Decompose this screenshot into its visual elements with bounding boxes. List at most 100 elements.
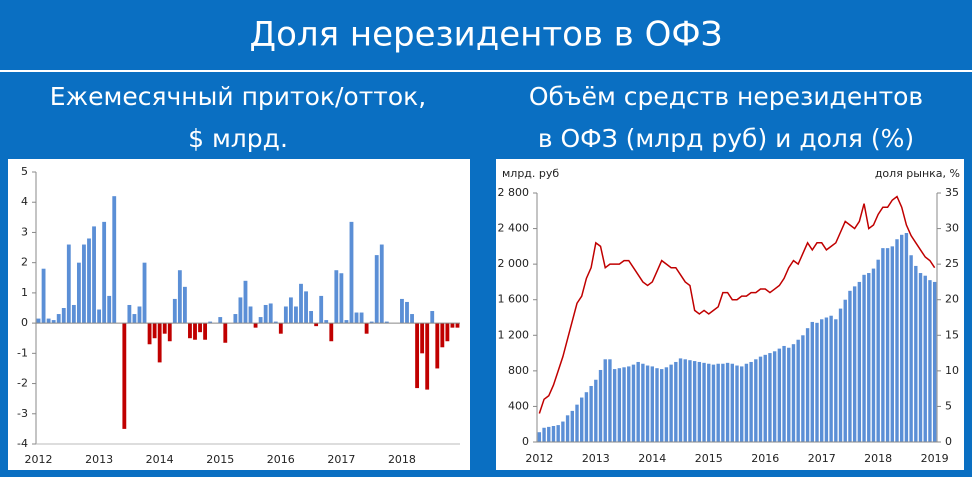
bar [127, 304, 132, 324]
bar [758, 356, 763, 442]
tick-label: 35 [945, 186, 959, 199]
bar [768, 353, 772, 442]
bar [918, 273, 923, 442]
bar [167, 323, 172, 342]
y-axis-label: млрд. руб [502, 167, 559, 180]
bar [871, 268, 876, 442]
tick-label: -2 [17, 377, 28, 390]
bar [791, 344, 796, 442]
bar [594, 379, 598, 442]
bar [268, 303, 273, 324]
bar [253, 323, 258, 328]
bar [669, 364, 673, 442]
bar [692, 361, 697, 442]
bar [829, 315, 833, 442]
bar [890, 246, 894, 442]
bar [273, 321, 278, 324]
bar [324, 320, 329, 324]
bar [815, 322, 819, 442]
bar [707, 363, 711, 442]
bar [445, 323, 450, 342]
bar [112, 196, 117, 324]
bar [749, 361, 753, 442]
subtitle: $ млрд. [188, 124, 288, 153]
bar [645, 365, 650, 442]
subtitle: в ОФЗ (млрд руб) и доля (%) [538, 124, 914, 153]
bar [415, 323, 420, 389]
bar [122, 323, 127, 429]
bar [716, 363, 720, 442]
bar [674, 361, 678, 442]
bar [182, 286, 187, 324]
bar [542, 427, 546, 442]
bar [603, 359, 607, 442]
bar [744, 363, 749, 442]
bar [294, 306, 298, 324]
bar [87, 238, 91, 324]
tick-label: 2 000 [498, 257, 530, 270]
tick-label: 30 [945, 222, 959, 235]
bar [928, 280, 932, 442]
bar [820, 319, 824, 442]
bar [678, 358, 683, 442]
bar [329, 323, 334, 342]
bar [172, 298, 177, 324]
bar [598, 369, 603, 442]
bar [319, 295, 324, 324]
bar [177, 270, 182, 324]
bar [400, 298, 404, 324]
bar [636, 361, 640, 442]
bar [697, 361, 702, 442]
tick-label: 5 [21, 165, 28, 178]
bar [278, 323, 283, 334]
tick-label: 1 200 [498, 328, 530, 341]
bar [876, 259, 880, 442]
bar [92, 226, 96, 324]
bar [420, 323, 425, 354]
bar [650, 366, 654, 442]
subtitle: Ежемесячный приток/отток, [50, 82, 426, 111]
bar [848, 290, 852, 442]
tick-label: 400 [508, 399, 529, 412]
bar [763, 354, 767, 442]
bar [688, 360, 692, 442]
bar [147, 323, 152, 345]
x-tick-label: 2014 [146, 453, 174, 466]
x-tick-label: 2013 [85, 453, 113, 466]
bar [617, 368, 622, 442]
tick-label: 10 [945, 364, 959, 377]
bar [223, 323, 228, 343]
subtitle: Объём средств нерезидентов [529, 82, 923, 111]
tick-label: 2 800 [498, 186, 530, 199]
bar [570, 410, 574, 442]
bar [410, 314, 414, 324]
tick-label: 2 400 [498, 222, 530, 235]
bar [198, 323, 202, 333]
bar [584, 392, 589, 442]
x-tick-label: 2014 [638, 452, 666, 465]
bar [369, 321, 374, 324]
x-tick-label: 2019 [921, 452, 949, 465]
bar [384, 321, 389, 324]
tick-label: 3 [21, 225, 28, 238]
bar [772, 351, 777, 442]
bar [152, 323, 157, 339]
bar [248, 306, 253, 324]
bar [288, 297, 293, 324]
x-tick-label: 2016 [751, 452, 779, 465]
bar [537, 432, 542, 442]
bar [51, 320, 56, 324]
x-tick-label: 2018 [864, 452, 892, 465]
bar [455, 323, 460, 328]
bar [142, 262, 147, 324]
bar [107, 295, 112, 324]
x-tick-label: 2015 [695, 452, 723, 465]
bar [41, 268, 46, 324]
bar [102, 221, 107, 324]
bar [730, 363, 734, 442]
bar [824, 317, 829, 442]
bar [304, 291, 308, 324]
bar [425, 323, 430, 390]
bar [664, 367, 669, 442]
bar [655, 368, 659, 442]
